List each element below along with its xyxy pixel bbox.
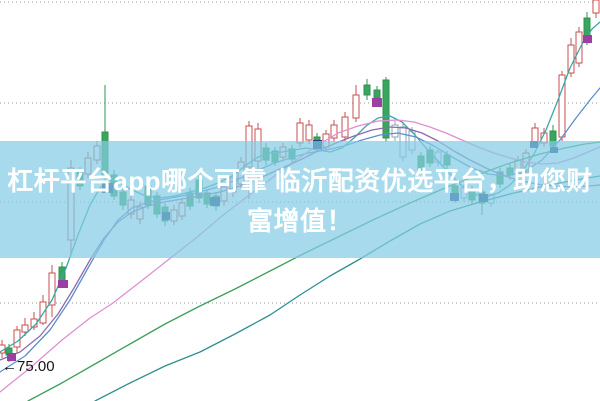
candlestick <box>21 318 29 336</box>
candlestick <box>341 112 349 141</box>
signal-marker <box>583 35 592 43</box>
signal-marker <box>372 98 382 107</box>
promo-banner-line1: 杠杆平台app哪个可靠 临沂配资优选平台，助您财 <box>7 166 593 196</box>
candlestick <box>391 121 399 141</box>
promo-banner-line2: 富增值！ <box>246 206 353 236</box>
signal-marker <box>58 280 68 288</box>
candlestick <box>48 265 56 317</box>
candlestick <box>352 85 360 122</box>
candlestick <box>382 77 390 142</box>
candlestick <box>363 79 371 100</box>
candlestick <box>575 27 583 67</box>
candlestick <box>592 0 600 18</box>
candlestick <box>558 71 566 141</box>
promo-banner: 杠杆平台app哪个可靠 临沂配资优选平台，助您财 富增值！ <box>0 141 600 258</box>
signal-marker <box>7 353 16 361</box>
price-marker-label: ←75.00 <box>2 358 55 375</box>
candlestick <box>305 120 313 144</box>
candlestick <box>330 120 338 142</box>
